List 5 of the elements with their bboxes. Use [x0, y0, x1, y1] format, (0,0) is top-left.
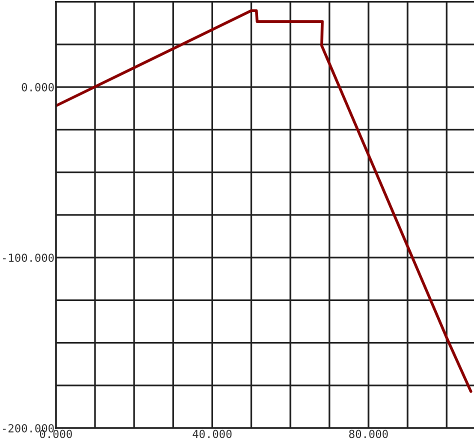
line-series	[56, 9, 472, 393]
y-tick-label: -100.000	[2, 254, 54, 262]
y-tick-label: 0.000	[22, 83, 54, 92]
x-tick-label: 40.000	[192, 430, 232, 438]
x-tick-label: 80.000	[349, 430, 388, 438]
